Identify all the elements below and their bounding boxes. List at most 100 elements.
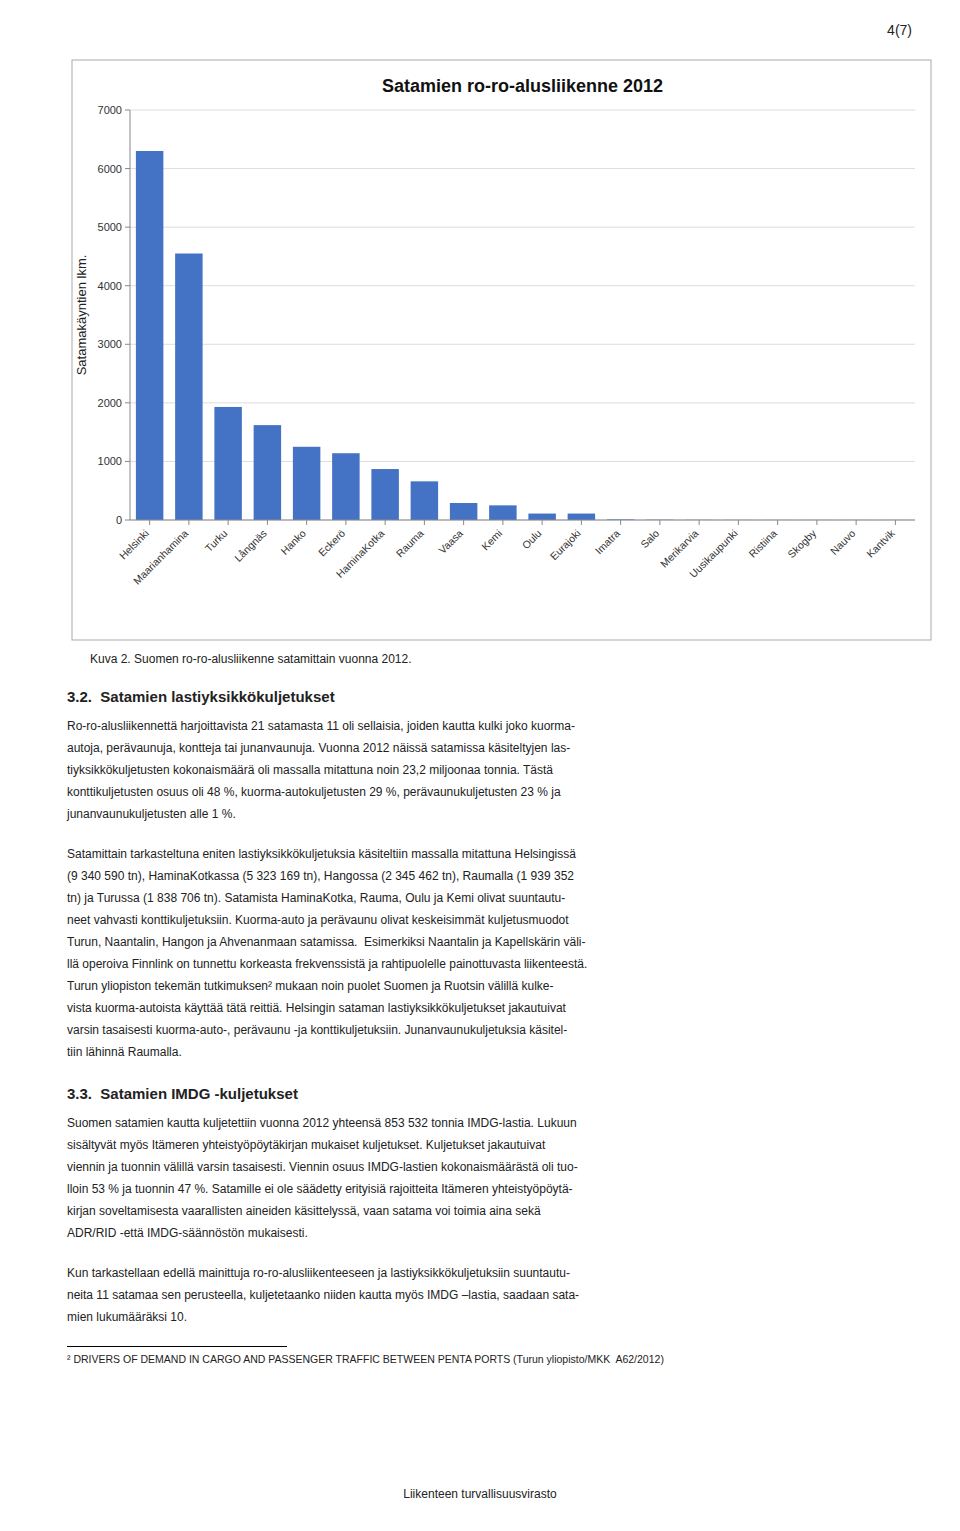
bar	[332, 453, 359, 520]
bars	[136, 151, 909, 520]
grid-line	[130, 227, 915, 228]
section-title: 3.2. Satamien lastiyksikkökuljetukset	[67, 688, 937, 705]
bar	[214, 407, 241, 520]
x-tick	[424, 520, 425, 525]
y-tick	[125, 402, 130, 403]
y-tick-label: 6000	[98, 163, 122, 175]
bar	[489, 505, 516, 520]
y-tick	[125, 285, 130, 286]
x-tick	[385, 520, 386, 525]
x-tick	[581, 520, 582, 525]
x-tick	[738, 520, 739, 525]
chart-frame	[72, 60, 931, 640]
bar	[293, 447, 320, 520]
x-tick-label: Maarianhamina	[131, 527, 191, 587]
section-title: 3.3. Satamien IMDG -kuljetukset	[67, 1085, 937, 1102]
x-tick	[267, 520, 268, 525]
body-line: autoja, perävaunuja, kontteja tai junanv…	[67, 737, 937, 759]
x-tick-label: Långnäs	[232, 527, 269, 564]
y-tick-label: 1000	[98, 455, 122, 467]
x-tick	[542, 520, 543, 525]
x-tick-label: Vaasa	[436, 527, 465, 556]
x-tick	[620, 520, 621, 525]
x-tick-label: Ristiina	[746, 527, 779, 560]
x-tick	[345, 520, 346, 525]
x-tick	[149, 520, 150, 525]
bar	[528, 514, 555, 520]
x-tick	[502, 520, 503, 525]
footnote-rule	[67, 1346, 287, 1347]
body-line: sisältyvät myös Itämeren yhteistyöpöytäk…	[67, 1134, 937, 1156]
body-line: (9 340 590 tn), HaminaKotkassa (5 323 16…	[67, 865, 937, 887]
x-tick	[659, 520, 660, 525]
bar	[371, 469, 398, 520]
x-tick-label: Turku	[202, 527, 229, 554]
x-tick-label: Hanko	[278, 527, 308, 557]
y-tick	[125, 461, 130, 462]
chart-title: Satamien ro-ro-alusliikenne 2012	[382, 76, 663, 96]
bar	[175, 254, 202, 521]
body-line: Turun, Naantalin, Hangon ja Ahvenanmaan …	[67, 931, 937, 953]
y-tick-label: 7000	[98, 104, 122, 116]
grid-line	[130, 110, 915, 111]
grid-line	[130, 285, 915, 286]
body-line: varsin tasaisesti kuorma-auto-, perävaun…	[67, 1019, 937, 1041]
bar	[411, 481, 438, 520]
paragraph: Satamittain tarkasteltuna eniten lastiyk…	[67, 843, 937, 1063]
y-tick	[125, 227, 130, 228]
y-tick	[125, 520, 130, 521]
x-tick	[228, 520, 229, 525]
bar	[136, 151, 163, 520]
x-tick-label: Imatra	[593, 527, 623, 557]
x-tick-label: Helsinki	[117, 527, 151, 561]
body-line: Kun tarkastellaan edellä mainittuja ro-r…	[67, 1262, 937, 1284]
paragraph: Suomen satamien kautta kuljetettiin vuon…	[67, 1112, 937, 1244]
y-tick-label: 4000	[98, 280, 122, 292]
body-line: viennin ja tuonnin välillä varsin tasais…	[67, 1156, 937, 1178]
y-tick	[125, 344, 130, 345]
x-tick	[816, 520, 817, 525]
page-number: 4(7)	[887, 22, 912, 38]
body-line: Suomen satamien kautta kuljetettiin vuon…	[67, 1112, 937, 1134]
body-line: lloin 53 % ja tuonnin 47 %. Satamille ei…	[67, 1178, 937, 1200]
y-tick-label: 3000	[98, 338, 122, 350]
grid-line	[130, 344, 915, 345]
x-tick-label: Kemi	[479, 527, 504, 552]
y-tick	[125, 110, 130, 111]
grid-line	[130, 402, 915, 403]
body-line: vista kuorma-autoista käyttää tätä reitt…	[67, 997, 937, 1019]
x-tick-label: Kantvik	[864, 526, 897, 559]
y-tick-label: 2000	[98, 397, 122, 409]
x-tick	[188, 520, 189, 525]
y-axis-line	[130, 110, 131, 520]
body-line: neita 11 satamaa sen perusteella, kuljet…	[67, 1284, 937, 1306]
x-tick	[895, 520, 896, 525]
body-line: tn) ja Turussa (1 838 706 tn). Satamista…	[67, 887, 937, 909]
x-tick	[777, 520, 778, 525]
x-tick-label: HaminaKotka	[333, 527, 386, 580]
chart: 01000200030004000500060007000HelsinkiMaa…	[0, 0, 960, 650]
body-line: neet vahvasti konttikuljetuksiin. Kuorma…	[67, 909, 937, 931]
bar	[450, 503, 477, 520]
body-line: junanvaunukuljetusten alle 1 %.	[67, 803, 937, 825]
x-tick	[306, 520, 307, 525]
y-axis-label: Satamakäyntien lkm.	[74, 255, 89, 376]
x-tick-label: Skogby	[785, 526, 819, 560]
x-tick-label: Nauvo	[828, 527, 858, 557]
body-line: tiyksikkökuljetusten kokonaismäärä oli m…	[67, 759, 937, 781]
body-line: Turun yliopiston tekemän tutkimuksen² mu…	[67, 975, 937, 997]
grid-line	[130, 520, 915, 521]
grid-line	[130, 461, 915, 462]
body-line: Ro-ro-alusliikennettä harjoittavista 21 …	[67, 715, 937, 737]
grid-line	[130, 168, 915, 169]
y-tick-label: 0	[116, 514, 122, 526]
body-line: tiin lähinnä Raumalla.	[67, 1041, 937, 1063]
x-tick-label: Uusikaupunki	[687, 527, 740, 580]
paragraph: Kun tarkastellaan edellä mainittuja ro-r…	[67, 1262, 937, 1328]
paragraph: Ro-ro-alusliikennettä harjoittavista 21 …	[67, 715, 937, 825]
x-axis-line	[130, 520, 915, 521]
x-tick-label: Eckerö	[316, 527, 348, 559]
x-tick-label: Oulu	[519, 527, 543, 551]
body-line: konttikuljetusten osuus oli 48 %, kuorma…	[67, 781, 937, 803]
y-tick	[125, 168, 130, 169]
